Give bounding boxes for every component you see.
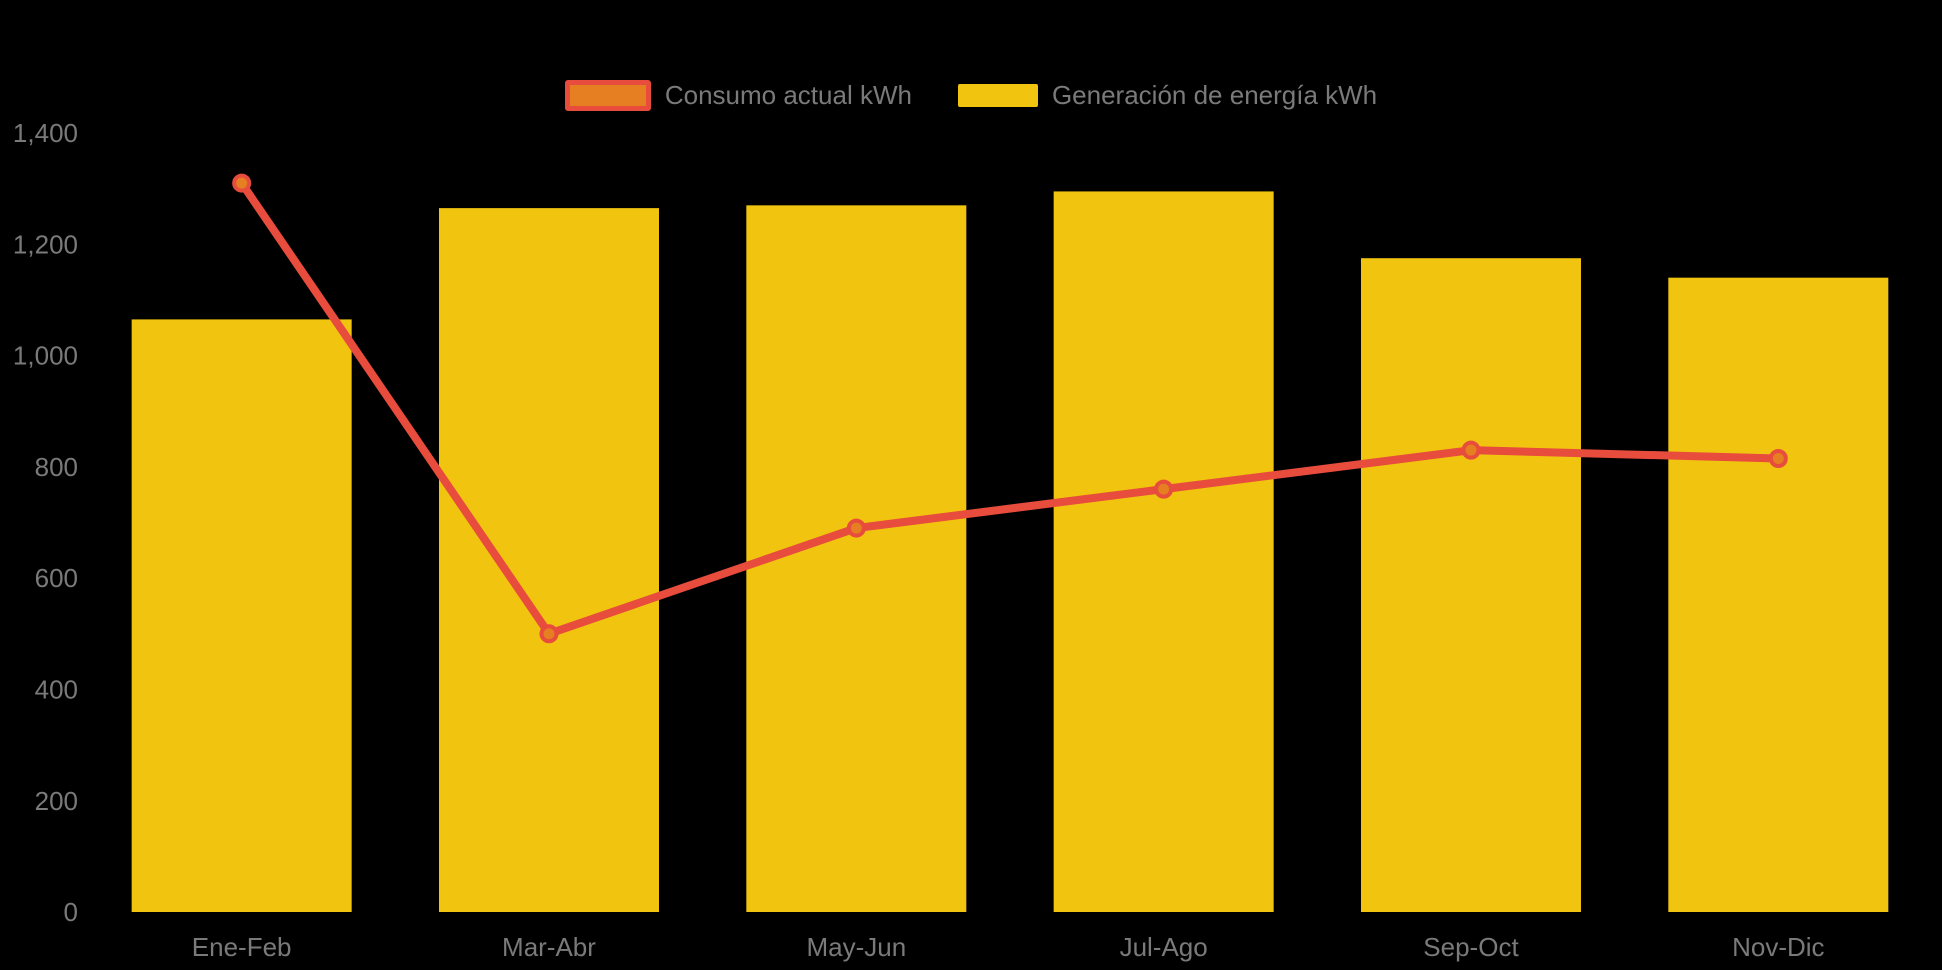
x-axis-label-may-jun: May-Jun [806, 932, 906, 962]
consumo-point-may-jun[interactable] [846, 518, 866, 538]
consumo-actual-legend-label: Consumo actual kWh [664, 80, 912, 110]
consumo-point-mar-abr[interactable] [539, 624, 559, 644]
consumo-point-sep-oct[interactable] [1461, 440, 1481, 460]
bar-mar-abr[interactable] [438, 208, 659, 912]
line-series-consumo [232, 173, 1788, 644]
bar-jul-ago[interactable] [1053, 191, 1274, 913]
y-axis: 0 200 400 600 800 1,000 1,200 1,400 [13, 118, 78, 927]
x-axis-label-mar-abr: Mar-Abr [502, 932, 596, 962]
y-axis-label-800: 800 [35, 452, 78, 482]
consumo-point-jul-ago[interactable] [1154, 479, 1174, 499]
y-axis-label-1200: 1,200 [13, 229, 78, 259]
y-axis-label-400: 400 [35, 675, 78, 705]
legend-item-generacion-energia[interactable]: Generación de energía kWh [957, 80, 1378, 111]
chart-legend: Consumo actual kWh Generación de energía… [0, 80, 1942, 111]
consumo-line [237, 179, 1783, 638]
consumo-point-ene-feb[interactable] [232, 173, 252, 193]
bar-may-jun[interactable] [746, 205, 967, 913]
bar-series-generacion [131, 191, 1889, 913]
y-axis-label-0: 0 [64, 897, 78, 927]
x-axis-label-sep-oct: Sep-Oct [1423, 932, 1519, 962]
bar-ene-feb[interactable] [131, 319, 352, 912]
y-axis-label-1400: 1,400 [13, 118, 78, 148]
consumo-point-nov-dic[interactable] [1768, 449, 1788, 469]
x-axis-label-ene-feb: Ene-Feb [192, 932, 292, 962]
y-axis-label-200: 200 [35, 786, 78, 816]
y-axis-label-600: 600 [35, 563, 78, 593]
bar-sep-oct[interactable] [1360, 258, 1581, 913]
x-axis-label-nov-dic: Nov-Dic [1732, 932, 1824, 962]
bar-nov-dic[interactable] [1668, 277, 1889, 913]
x-axis-label-jul-ago: Jul-Ago [1120, 932, 1208, 962]
generacion-energia-legend-swatch [957, 84, 1038, 107]
x-axis: Ene-Feb Mar-Abr May-Jun Jul-Ago Sep-Oct Nov-D… [192, 932, 1825, 962]
consumo-actual-legend-swatch [564, 80, 651, 111]
generacion-energia-legend-label: Generación de energía kWh [1051, 80, 1378, 110]
y-axis-label-1000: 1,000 [13, 341, 78, 371]
legend-item-consumo-actual[interactable]: Consumo actual kWh [564, 80, 912, 111]
